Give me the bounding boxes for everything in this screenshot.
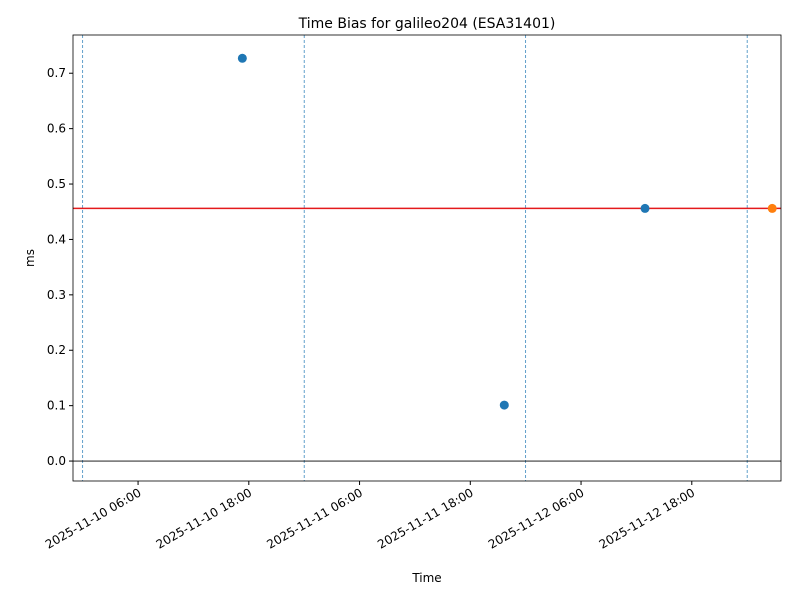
y-tick-label: 0.6 [47,122,66,136]
y-tick-label: 0.2 [47,343,66,357]
x-tick-label: 2025-11-11 06:00 [264,485,365,551]
data-point [767,203,777,213]
data-point [237,53,247,63]
x-tick-label: 2025-11-12 18:00 [597,485,698,551]
y-axis-label: ms [23,249,37,267]
y-tick-label: 0.1 [47,399,66,413]
x-tick-label: 2025-11-10 18:00 [154,485,255,551]
x-tick-label: 2025-11-12 06:00 [486,485,587,551]
x-tick-label: 2025-11-11 18:00 [375,485,476,551]
x-tick-label: 2025-11-10 06:00 [43,485,144,551]
x-axis-label: Time [411,571,441,585]
y-tick-label: 0.7 [47,66,66,80]
data-point [640,203,650,213]
plot-frame [72,34,782,482]
chart-title: Time Bias for galileo204 (ESA31401) [298,16,556,32]
y-tick-label: 0.4 [47,232,66,246]
y-tick-label: 0.5 [47,177,66,191]
y-tick-label: 0.0 [47,454,66,468]
y-tick-label: 0.3 [47,288,66,302]
data-point [499,400,509,410]
